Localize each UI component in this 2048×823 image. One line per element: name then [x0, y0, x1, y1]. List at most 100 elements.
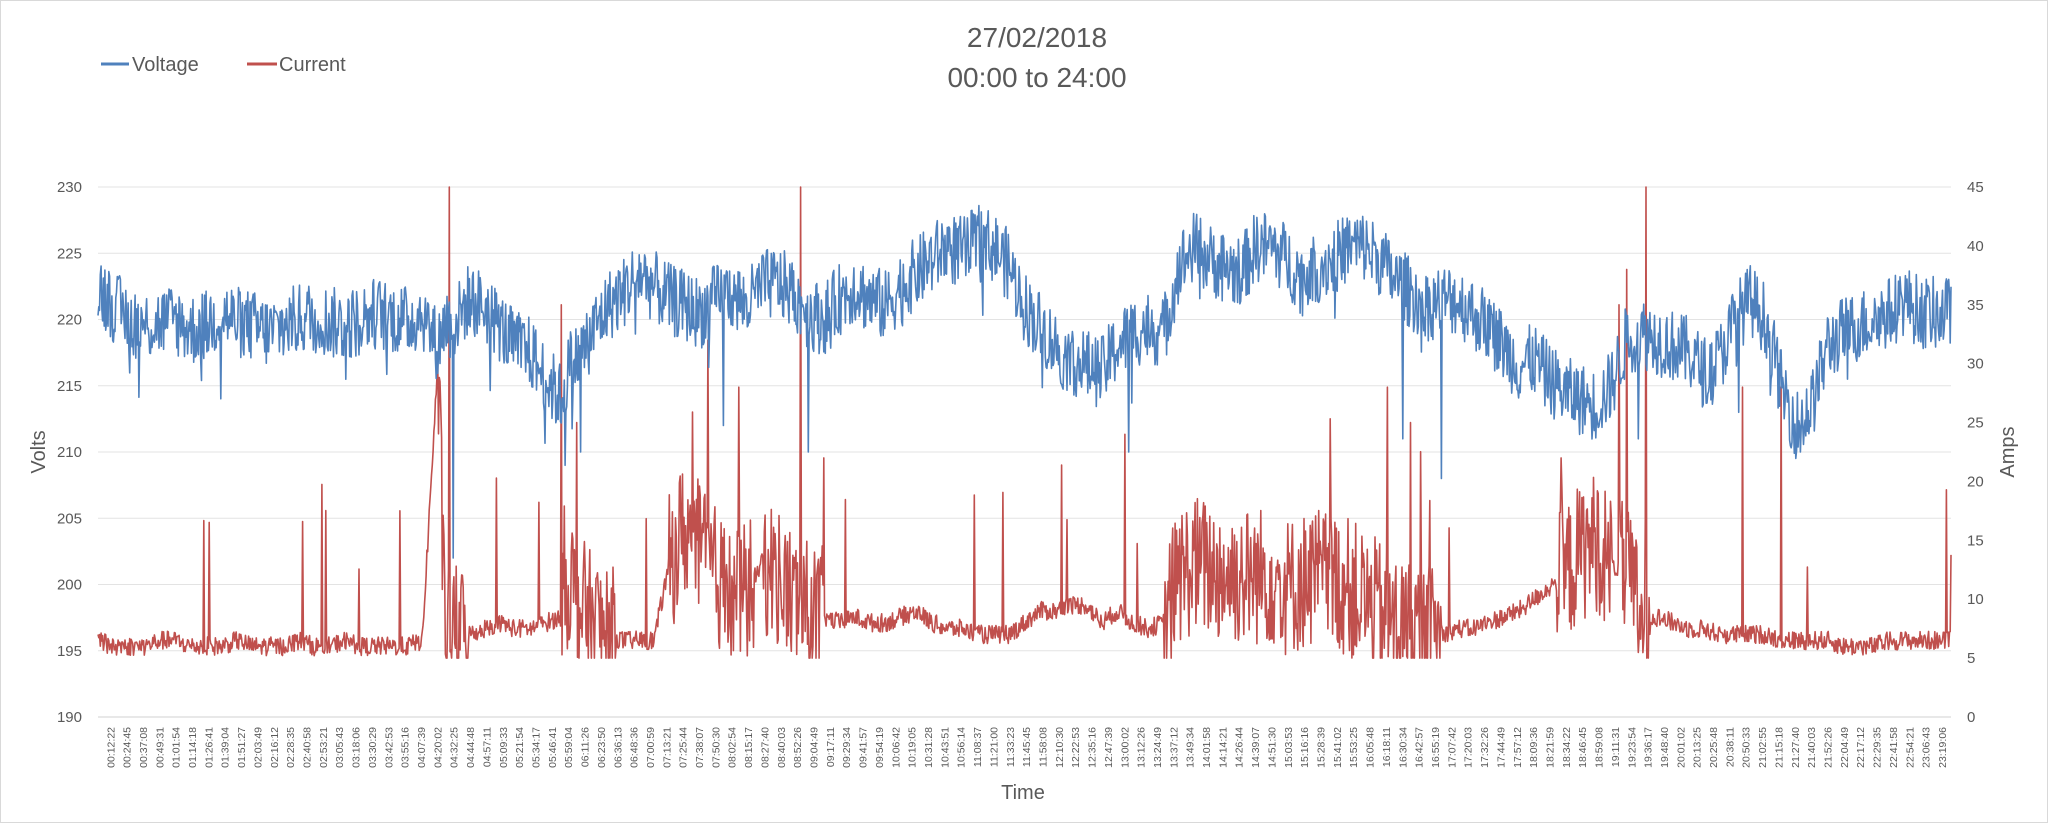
x-tick-label: 03:42:53 — [383, 727, 395, 768]
x-tick-label: 13:24:49 — [1152, 727, 1164, 768]
voltage-series-layer — [97, 204, 1952, 559]
x-tick-label: 01:01:54 — [171, 727, 183, 768]
x-tick-label: 03:30:29 — [367, 727, 379, 768]
x-tick-label: 11:58:08 — [1038, 727, 1050, 767]
x-tick-label: 07:00:59 — [645, 727, 657, 768]
x-tick-label: 20:50:33 — [1741, 727, 1753, 768]
x-tick-label: 07:13:21 — [661, 727, 673, 768]
x-tick-label: 10:31:28 — [923, 727, 935, 768]
x-tick-label: 12:47:39 — [1103, 727, 1115, 768]
x-tick-label: 04:57:11 — [481, 727, 493, 767]
y-tick-label-right: 30 — [1967, 356, 1984, 373]
y-tick-label-left: 220 — [57, 312, 82, 329]
x-tick-label: 07:38:07 — [694, 727, 706, 768]
x-tick-label: 08:40:03 — [776, 727, 788, 768]
x-tick-label: 19:48:40 — [1659, 727, 1671, 768]
x-tick-label: 21:27:40 — [1790, 727, 1802, 768]
x-tick-label: 21:52:26 — [1823, 727, 1835, 768]
chart-title-line-2: 00:00 to 24:00 — [947, 62, 1126, 93]
x-tick-label: 00:24:45 — [122, 727, 134, 768]
x-tick-label: 05:21:54 — [514, 727, 526, 768]
x-tick-label: 09:17:11 — [825, 727, 837, 767]
x-tick-label: 15:28:39 — [1316, 727, 1328, 768]
x-tick-label: 22:04:49 — [1839, 727, 1851, 768]
x-tick-label: 06:36:13 — [612, 727, 624, 768]
x-tick-label: 06:11:26 — [580, 727, 592, 767]
x-tick-label: 09:04:49 — [809, 727, 821, 768]
y-axis-title-right: Amps — [1997, 426, 2019, 477]
x-tick-label: 08:52:26 — [792, 727, 804, 768]
y-tick-label-left: 205 — [57, 510, 82, 527]
y-tick-label-right: 25 — [1967, 415, 1984, 432]
y-tick-label-left: 210 — [57, 444, 82, 461]
axis-layer: 190 195 200 205 210 215 220 225 230 0 5 10 15 20 25 30 3… — [57, 179, 1984, 768]
y-tick-label-right: 20 — [1967, 473, 1984, 490]
x-tick-label: 16:42:57 — [1414, 727, 1426, 768]
x-axis-title: Time — [1001, 782, 1045, 804]
x-tick-label: 06:48:36 — [629, 727, 641, 768]
x-tick-label: 02:03:49 — [253, 727, 265, 768]
x-tick-label: 10:06:42 — [890, 727, 902, 768]
x-tick-label: 16:30:34 — [1397, 727, 1409, 768]
x-tick-label: 05:59:04 — [563, 727, 575, 768]
x-tick-label: 14:14:21 — [1217, 727, 1229, 768]
x-tick-label: 19:36:17 — [1643, 727, 1655, 768]
x-tick-label: 20:01:02 — [1675, 727, 1687, 768]
x-tick-label: 08:27:40 — [760, 727, 772, 768]
x-tick-label: 18:34:22 — [1561, 727, 1573, 768]
x-tick-label: 01:26:41 — [203, 727, 215, 768]
x-tick-label: 07:50:30 — [710, 727, 722, 768]
x-tick-label: 18:59:08 — [1594, 727, 1606, 768]
y-tick-label-right: 0 — [1967, 709, 1975, 726]
x-tick-label: 11:33:23 — [1005, 727, 1017, 767]
x-tick-label: 13:00:02 — [1119, 727, 1131, 768]
x-tick-label: 03:55:16 — [400, 727, 412, 768]
current-series-layer — [97, 186, 1952, 659]
x-tick-label: 04:32:25 — [449, 727, 461, 768]
x-tick-label: 11:08:37 — [972, 727, 984, 767]
x-tick-label: 05:46:41 — [547, 727, 559, 768]
x-tick-label: 18:46:45 — [1577, 727, 1589, 768]
x-tick-label: 17:32:26 — [1479, 727, 1491, 768]
x-tick-label: 21:40:03 — [1806, 727, 1818, 768]
y-tick-label-left: 215 — [57, 378, 82, 395]
x-tick-label: 09:29:34 — [841, 727, 853, 768]
x-tick-label: 13:49:34 — [1185, 727, 1197, 768]
x-tick-label: 00:12:22 — [105, 727, 117, 768]
x-tick-label: 15:03:53 — [1283, 727, 1295, 768]
x-tick-label: 21:15:18 — [1774, 727, 1786, 768]
y-tick-label-left: 195 — [57, 643, 82, 660]
x-tick-label: 18:21:59 — [1545, 727, 1557, 768]
x-tick-label: 22:41:58 — [1888, 727, 1900, 768]
x-tick-label: 14:01:58 — [1201, 727, 1213, 768]
legend-voltage-label: Voltage — [132, 54, 199, 76]
x-tick-label: 03:18:06 — [351, 727, 363, 768]
x-tick-label: 05:34:17 — [531, 727, 543, 768]
y-tick-label-right: 45 — [1967, 179, 1984, 196]
x-tick-label: 00:37:08 — [138, 727, 150, 768]
x-tick-label: 23:06:43 — [1921, 727, 1933, 768]
x-tick-label: 17:07:42 — [1446, 727, 1458, 768]
y-tick-label-right: 5 — [1967, 650, 1975, 667]
x-tick-label: 23:19:06 — [1937, 727, 1949, 768]
x-tick-label: 03:05:43 — [334, 727, 346, 768]
x-tick-label: 12:35:16 — [1087, 727, 1099, 768]
grid-layer — [98, 186, 1951, 718]
y-tick-label-right: 15 — [1967, 532, 1984, 549]
x-tick-label: 08:15:17 — [743, 727, 755, 768]
x-tick-label: 17:44:49 — [1495, 727, 1507, 768]
x-tick-label: 05:09:33 — [498, 727, 510, 768]
x-tick-label: 02:28:35 — [285, 727, 297, 768]
x-tick-label: 14:51:30 — [1267, 727, 1279, 768]
y-tick-label-left: 225 — [57, 245, 82, 262]
x-tick-label: 04:07:39 — [416, 727, 428, 768]
x-tick-label: 19:11:31 — [1610, 727, 1622, 767]
x-tick-label: 19:23:54 — [1626, 727, 1638, 768]
y-tick-label-left: 190 — [57, 709, 82, 726]
x-tick-label: 16:05:48 — [1365, 727, 1377, 768]
x-tick-label: 13:12:26 — [1136, 727, 1148, 768]
x-tick-label: 22:54:21 — [1904, 727, 1916, 768]
x-tick-label: 17:57:12 — [1512, 727, 1524, 768]
